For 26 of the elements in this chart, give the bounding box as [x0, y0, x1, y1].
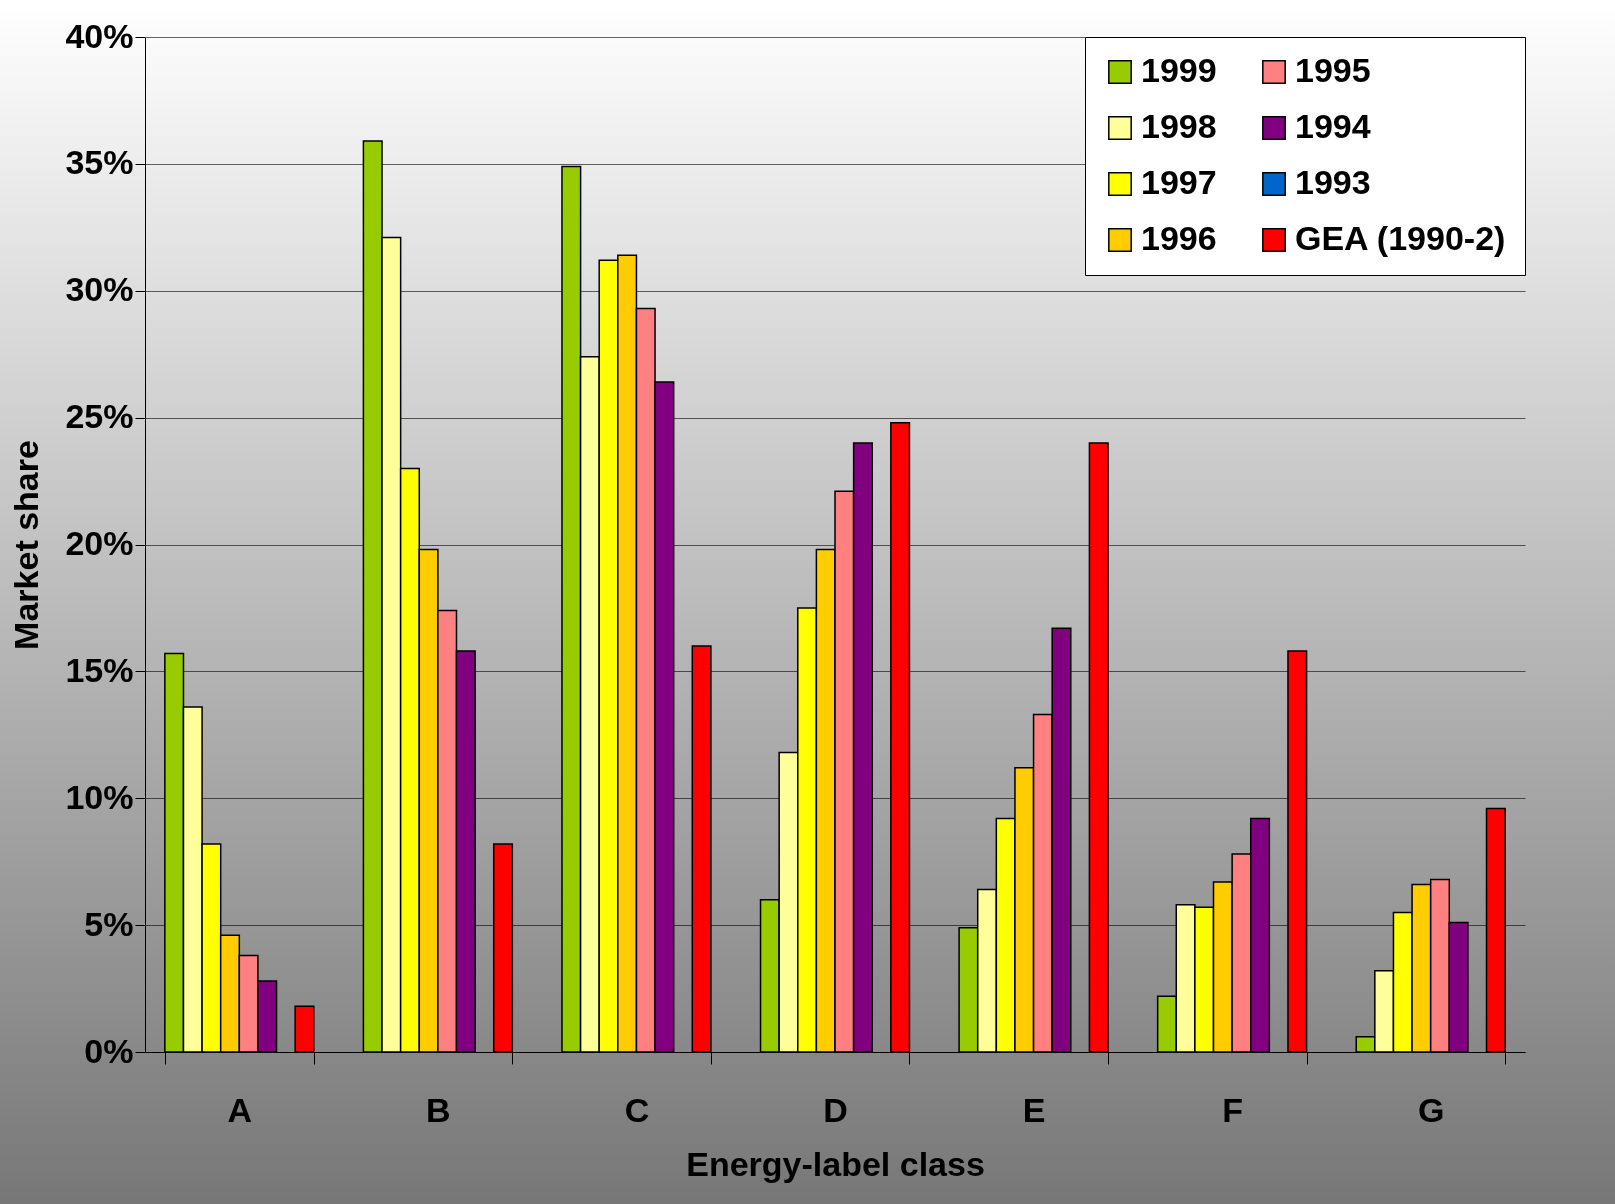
legend-label: 1999	[1141, 51, 1217, 89]
x-tick-label: G	[1417, 1090, 1445, 1129]
y-tick-label: 25%	[65, 397, 134, 436]
legend-label: 1993	[1295, 163, 1371, 201]
legend-label: GEA (1990-2)	[1295, 219, 1506, 257]
y-tick-label: 0%	[84, 1031, 134, 1070]
legend-label: 1997	[1141, 163, 1217, 201]
x-tick-label: E	[1022, 1090, 1046, 1129]
x-tick-label: D	[823, 1090, 848, 1129]
y-tick-label: 10%	[65, 777, 134, 816]
legend-label: 1996	[1141, 219, 1217, 257]
x-tick-label: B	[426, 1090, 451, 1129]
x-tick-label: F	[1222, 1090, 1244, 1129]
x-axis-title: Energy-label class	[686, 1144, 985, 1183]
y-tick-label: 15%	[65, 650, 134, 689]
y-tick-label: 40%	[65, 16, 134, 55]
legend-label: 1994	[1295, 107, 1371, 145]
x-tick-label: A	[227, 1090, 253, 1129]
legend-label: 1995	[1295, 51, 1371, 89]
y-tick-label: 35%	[65, 143, 134, 182]
y-tick-label: 20%	[65, 524, 134, 562]
x-tick-label: C	[624, 1090, 650, 1129]
y-tick-label: 30%	[65, 270, 134, 309]
legend-label: 1998	[1141, 107, 1217, 145]
y-axis-title: Market share	[7, 440, 46, 650]
y-tick-label: 5%	[84, 904, 134, 943]
